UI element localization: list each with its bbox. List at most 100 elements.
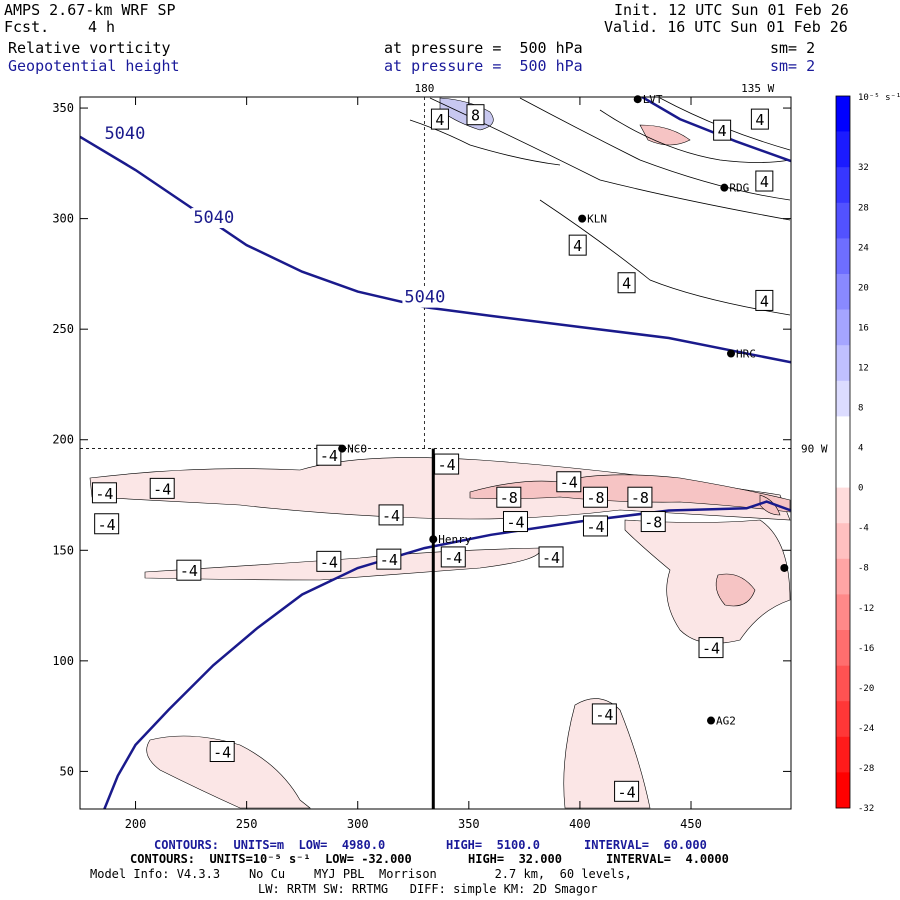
colorbar-tick-label: 32 [858, 163, 869, 173]
station-label: HRC [736, 347, 756, 360]
vorticity-label-box [750, 108, 769, 130]
vorticity-label: 4 [622, 275, 631, 293]
x-tick-label: 200 [125, 817, 147, 831]
height-label-bg [102, 124, 153, 145]
vorticity-label-box [176, 559, 202, 581]
vorticity-label-box [496, 486, 522, 508]
colorbar-tick-label: -4 [858, 524, 869, 534]
vorticity-label-box [430, 108, 449, 130]
vorticity-label: -4 [438, 456, 456, 474]
vorticity-label: -8 [586, 489, 604, 507]
vorticity-label-box [502, 511, 528, 533]
colorbar-cell [836, 665, 850, 702]
x-tick-label: 400 [569, 817, 591, 831]
vorticity-label-box [376, 548, 402, 570]
vorticity-label: 4 [760, 292, 769, 310]
station-label: KLN [587, 213, 607, 226]
vorticity-label: -4 [95, 485, 113, 503]
station-marker [338, 444, 347, 453]
vorticity-label-box [149, 477, 175, 499]
colorbar-cell [836, 345, 850, 382]
height-label: 5040 [104, 124, 145, 144]
colorbar-tick-label: 8 [858, 404, 863, 414]
vorticity-label: -4 [595, 706, 613, 724]
vorticity-label-box [582, 515, 608, 537]
field-vorticity: Relative vorticity [8, 39, 171, 57]
station-label: NCO [347, 443, 367, 456]
colorbar-cell [836, 630, 850, 666]
vorticity-label-box [466, 104, 485, 126]
valid-time: Valid. 16 UTC Sun 01 Feb 26 [604, 18, 848, 36]
reference-lines [80, 97, 791, 809]
colorbar-cell [836, 131, 850, 168]
colorbar-tick-label: 20 [858, 283, 869, 293]
height-label-bg [191, 208, 242, 229]
vorticity-shading [89, 97, 791, 809]
colorbar-cell [836, 380, 850, 417]
colorbar-cell [836, 416, 850, 453]
colorbar-cell [836, 736, 850, 773]
vorticity-label-box [91, 482, 117, 504]
vorticity-label: -4 [153, 480, 171, 498]
vorticity-label-box [713, 119, 732, 141]
vorticity-label-box [316, 550, 342, 572]
vorticity-label-box [440, 546, 466, 568]
colorbar-tick-label: -28 [858, 764, 874, 774]
vorticity-label: -4 [380, 551, 398, 569]
colorbar-tick-label: -20 [858, 684, 874, 694]
station-label: Henry [438, 533, 471, 546]
colorbar-tick-label: -32 [858, 804, 874, 814]
colorbar-cell [836, 167, 850, 204]
footer-height-interval: INTERVAL= 60.000 [584, 838, 707, 852]
vorticity-label: -4 [382, 507, 400, 525]
station-label: AG2 [716, 715, 736, 728]
colorbar-cell [836, 238, 850, 275]
colorbar-tick-label: 28 [858, 203, 869, 213]
height-label: 5040 [404, 288, 445, 308]
footer-height-high: HIGH= 5100.0 [446, 838, 540, 852]
station-marker [578, 214, 587, 223]
y-tick-label: 100 [52, 654, 74, 668]
colorbar-tick-label: 16 [858, 323, 869, 333]
station-label: LVT [643, 93, 663, 106]
colorbar-tick-label: -16 [858, 644, 874, 654]
footer-height-contours: CONTOURS: UNITS=m LOW= 4980.0 [154, 838, 386, 852]
forecast-label: Fcst. [4, 18, 50, 36]
vorticity-label-box [755, 170, 774, 192]
x-tick-label: 350 [458, 817, 480, 831]
colorbar-cell [836, 96, 850, 132]
vorticity-label: 4 [435, 111, 444, 129]
colorbar-cell [836, 309, 850, 346]
colorbar-tick-label: 24 [858, 243, 869, 253]
vorticity-label: -8 [500, 489, 518, 507]
station-marker [720, 183, 729, 192]
vorticity-label: -4 [506, 514, 524, 532]
y-tick-label: 200 [52, 433, 74, 447]
y-tick-label: 250 [52, 322, 74, 336]
colorbar-cell [836, 452, 850, 488]
field-height: Geopotential height [8, 57, 180, 75]
vorticity-label: -4 [618, 783, 636, 801]
vorticity-label-box [209, 741, 235, 763]
colorbar-cell [836, 701, 850, 738]
y-tick-label: 150 [52, 543, 74, 557]
top-meridian-label: 180 [414, 82, 434, 95]
colorbar-cell [836, 772, 850, 809]
colorbar-frame [835, 95, 851, 809]
colorbar-cell [836, 594, 850, 631]
colorbar-cell [836, 558, 850, 595]
colorbar-cell [836, 523, 850, 560]
vorticity-label: 4 [573, 237, 582, 255]
vorticity-label: -4 [560, 474, 578, 492]
vorticity-label-box [434, 453, 460, 475]
station-label: RDG [729, 182, 749, 195]
y-tick-label: 300 [52, 212, 74, 226]
vorticity-label-box [538, 546, 564, 568]
height-label: 5040 [193, 208, 234, 228]
pressure-height: at pressure = 500 hPa [384, 57, 583, 75]
right-meridian-label: 90 W [801, 443, 828, 456]
station-marker [780, 563, 789, 572]
colorbar-cell [836, 274, 850, 310]
x-tick-label: 250 [236, 817, 258, 831]
vorticity-label-box [378, 504, 404, 526]
